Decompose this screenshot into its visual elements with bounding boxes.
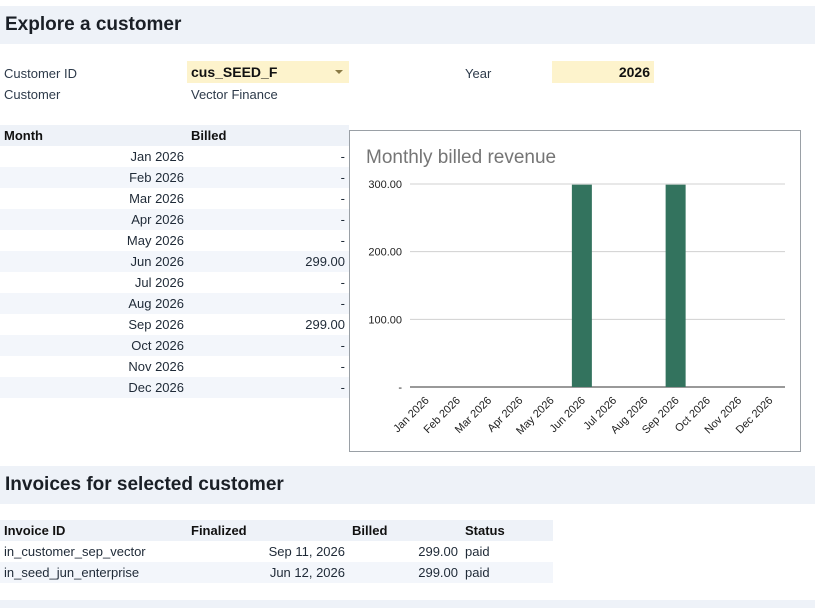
month-cell[interactable]: Aug 2026 bbox=[128, 296, 184, 311]
monthly-revenue-chart[interactable]: Monthly billed revenue - 100.00 200.00 300.0… bbox=[349, 130, 801, 452]
customer-id-label: Customer ID bbox=[4, 66, 77, 81]
year-label: Year bbox=[465, 66, 492, 81]
billed-cell[interactable]: - bbox=[340, 338, 345, 353]
month-cell[interactable]: Oct 2026 bbox=[131, 338, 184, 353]
month-cell[interactable]: Jun 2026 bbox=[130, 254, 185, 269]
status-cell[interactable]: paid bbox=[465, 565, 490, 580]
y-tick-label: 300.00 bbox=[368, 179, 402, 191]
month-row: Aug 2026 - bbox=[0, 293, 349, 314]
billed-cell[interactable]: 299.00 bbox=[305, 254, 345, 269]
invoice-id-cell[interactable]: in_seed_jun_enterprise bbox=[4, 565, 140, 580]
customer-id-value: cus_SEED_F bbox=[191, 64, 278, 80]
explore-section-title: Explore a customer bbox=[0, 6, 815, 44]
billed-cell[interactable]: - bbox=[340, 296, 345, 311]
month-row: Apr 2026 - bbox=[0, 209, 349, 230]
billed-cell[interactable]: - bbox=[340, 191, 345, 206]
finalized-cell[interactable]: Jun 12, 2026 bbox=[269, 565, 345, 580]
billed-cell[interactable]: - bbox=[340, 212, 345, 227]
chart-canvas: Monthly billed revenue - 100.00 200.00 300.0… bbox=[366, 147, 785, 437]
finalized-cell[interactable]: Sep 11, 2026 bbox=[268, 544, 345, 559]
invoice-billed-cell[interactable]: 299.00 bbox=[418, 565, 458, 580]
status-cell[interactable]: paid bbox=[465, 544, 490, 559]
billed-cell[interactable]: - bbox=[340, 359, 345, 374]
billed-cell[interactable]: - bbox=[340, 275, 345, 290]
month-row: Jan 2026 - bbox=[0, 146, 349, 167]
invoice-row[interactable]: in_seed_jun_enterprise Jun 12, 2026 299.00… bbox=[0, 562, 553, 583]
month-cell[interactable]: Feb 2026 bbox=[129, 170, 184, 185]
customer-name-value: Vector Finance bbox=[191, 87, 278, 102]
month-row: Oct 2026 - bbox=[0, 335, 349, 356]
month-row: Mar 2026 - bbox=[0, 188, 349, 209]
invoices-table: Invoice ID Finalized Billed Status in_cu… bbox=[0, 520, 553, 583]
bar bbox=[665, 184, 686, 387]
month-row: May 2026 - bbox=[0, 230, 349, 251]
customer-id-dropdown[interactable]: cus_SEED_F bbox=[187, 61, 349, 83]
billed-cell[interactable]: 299.00 bbox=[305, 317, 345, 332]
chart-title: Monthly billed revenue bbox=[366, 147, 556, 168]
month-column-header: Month bbox=[4, 128, 43, 143]
monthly-table-header: Month Billed bbox=[0, 125, 349, 146]
billed-column-header: Billed bbox=[352, 523, 388, 538]
y-tick-label: - bbox=[398, 382, 402, 394]
invoices-table-header: Invoice ID Finalized Billed Status bbox=[0, 520, 553, 541]
invoice-row[interactable]: in_customer_sep_vector Sep 11, 2026 299.00… bbox=[0, 541, 553, 562]
bottom-band bbox=[0, 600, 815, 608]
customer-label: Customer bbox=[4, 87, 61, 102]
month-cell[interactable]: Apr 2026 bbox=[131, 212, 184, 227]
billed-cell[interactable]: - bbox=[340, 233, 345, 248]
y-tick-label: 200.00 bbox=[368, 247, 402, 259]
month-row: Sep 2026 299.00 bbox=[0, 314, 349, 335]
chevron-down-icon[interactable] bbox=[335, 70, 343, 74]
finalized-column-header: Finalized bbox=[191, 523, 247, 538]
month-row: Jun 2026 299.00 bbox=[0, 251, 349, 272]
month-cell[interactable]: Mar 2026 bbox=[129, 191, 184, 206]
month-cell[interactable]: Jul 2026 bbox=[134, 275, 184, 290]
invoice-billed-cell[interactable]: 299.00 bbox=[418, 544, 458, 559]
invoice-id-column-header: Invoice ID bbox=[4, 523, 66, 538]
billed-cell[interactable]: - bbox=[340, 149, 345, 164]
month-cell[interactable]: May 2026 bbox=[126, 233, 184, 248]
month-row: Nov 2026 - bbox=[0, 356, 349, 377]
invoice-id-cell[interactable]: in_customer_sep_vector bbox=[4, 544, 146, 559]
monthly-billed-table: Month Billed Jan 2026 - Feb 2026 - Mar 2026 -… bbox=[0, 125, 349, 398]
invoices-section-title: Invoices for selected customer bbox=[0, 466, 815, 504]
month-cell[interactable]: Nov 2026 bbox=[128, 359, 184, 374]
month-row: Jul 2026 - bbox=[0, 272, 349, 293]
month-cell[interactable]: Sep 2026 bbox=[128, 317, 184, 332]
y-tick-label: 100.00 bbox=[368, 314, 402, 326]
billed-cell[interactable]: - bbox=[340, 380, 345, 395]
bar bbox=[571, 184, 592, 387]
billed-cell[interactable]: - bbox=[340, 170, 345, 185]
year-input[interactable]: 2026 bbox=[552, 61, 654, 83]
month-cell[interactable]: Jan 2026 bbox=[130, 149, 185, 164]
month-cell[interactable]: Dec 2026 bbox=[128, 380, 184, 395]
billed-column-header: Billed bbox=[191, 128, 227, 143]
month-row: Feb 2026 - bbox=[0, 167, 349, 188]
month-row: Dec 2026 - bbox=[0, 377, 349, 398]
status-column-header: Status bbox=[465, 523, 505, 538]
